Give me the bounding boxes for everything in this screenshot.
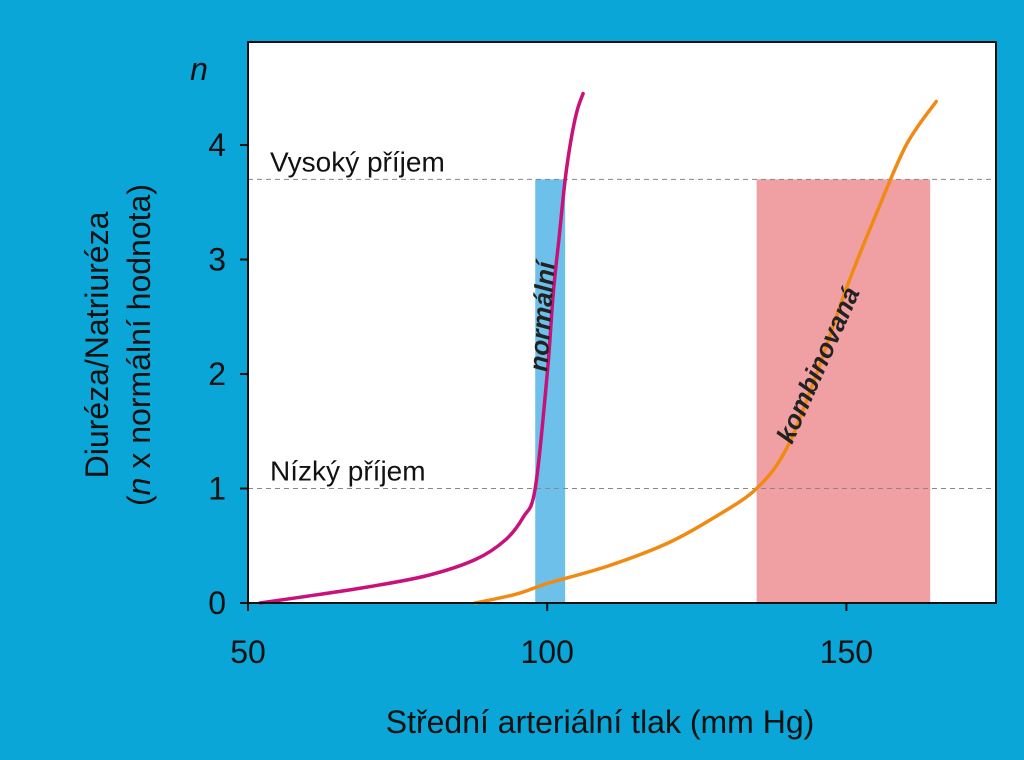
y-axis-title-n: n — [121, 478, 157, 496]
y-axis-title-open-paren: ( — [121, 495, 157, 506]
annotation-high-intake: Vysoký příjem — [270, 146, 445, 177]
normal-band — [535, 179, 566, 603]
y-tick-label: 1 — [208, 471, 226, 507]
y-tick-label: 0 — [208, 585, 226, 621]
series-layer — [258, 91, 938, 605]
annotation-low-intake: Nízký příjem — [270, 456, 426, 487]
y-unit-label: n — [190, 51, 208, 87]
y-axis-title-line1: Diuréza/Natriuréza — [79, 211, 115, 478]
y-tick-label: 2 — [208, 356, 226, 392]
x-axis-title: Střední arteriální tlak (mm Hg) — [386, 704, 815, 740]
y-tick-label: 3 — [208, 242, 226, 278]
x-tick-label: 150 — [820, 634, 873, 670]
y-tick-label: 4 — [208, 127, 226, 163]
x-tick-label: 50 — [230, 634, 266, 670]
reference-lines-layer — [248, 178, 996, 490]
plot-frame — [247, 41, 997, 604]
bands-layer — [535, 179, 931, 603]
ticks-layer: 50 100 150 0 1 2 3 4 — [208, 127, 873, 670]
x-tick-label: 100 — [521, 634, 574, 670]
series-line-1 — [473, 99, 938, 605]
y-axis-title-line2: (n x normální hodnota) — [121, 184, 157, 506]
series-line-0 — [258, 91, 585, 605]
y-axis-title-rest: x normální hodnota) — [121, 184, 157, 478]
combined-band — [756, 179, 931, 603]
